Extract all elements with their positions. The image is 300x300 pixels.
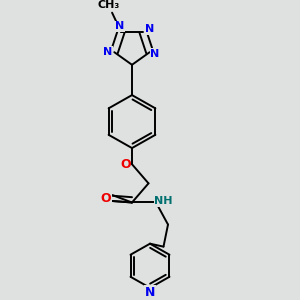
Text: N: N xyxy=(145,286,155,299)
Text: O: O xyxy=(120,158,131,171)
Text: N: N xyxy=(145,24,154,34)
Text: N: N xyxy=(103,46,112,57)
Text: CH₃: CH₃ xyxy=(98,0,120,10)
Text: N: N xyxy=(115,22,124,32)
Text: NH: NH xyxy=(154,196,173,206)
Text: O: O xyxy=(100,192,111,205)
Text: N: N xyxy=(151,49,160,59)
